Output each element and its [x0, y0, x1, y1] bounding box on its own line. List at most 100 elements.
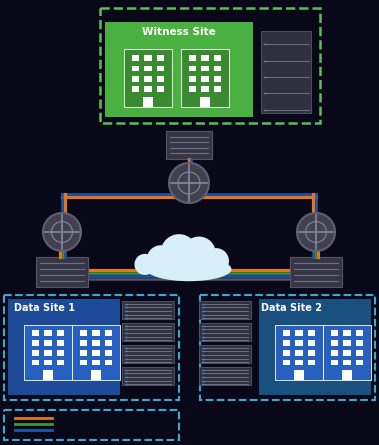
Bar [44, 331, 52, 336]
Bar [80, 360, 87, 365]
Bar [43, 370, 53, 380]
Bar [189, 55, 196, 61]
Bar [44, 350, 52, 356]
Circle shape [43, 213, 81, 251]
Bar [4, 410, 179, 440]
Bar [80, 340, 87, 346]
Bar [308, 350, 315, 356]
Bar [214, 86, 221, 92]
Bar [356, 360, 363, 365]
Circle shape [147, 245, 175, 274]
Bar [343, 331, 351, 336]
Bar [330, 350, 338, 356]
Bar [294, 370, 304, 380]
Bar [144, 76, 152, 82]
Bar [57, 360, 64, 365]
Bar [343, 360, 351, 365]
Bar [214, 55, 221, 61]
Bar [189, 86, 196, 92]
Bar [122, 301, 174, 319]
Bar [199, 367, 251, 385]
Bar [259, 299, 371, 395]
Bar [132, 86, 139, 92]
Bar [214, 65, 221, 71]
Bar [157, 65, 164, 71]
Bar [356, 340, 363, 346]
Bar [100, 8, 320, 123]
Bar [143, 97, 153, 107]
Bar [8, 299, 120, 395]
Bar [124, 49, 172, 107]
Bar [343, 340, 351, 346]
Bar [323, 324, 371, 380]
Bar [44, 340, 52, 346]
Bar [36, 257, 88, 287]
Bar [200, 295, 375, 400]
Bar [31, 360, 39, 365]
Bar [122, 345, 174, 363]
Bar [144, 65, 152, 71]
Text: Data Site 1: Data Site 1 [14, 303, 75, 313]
Bar [330, 331, 338, 336]
Bar [31, 350, 39, 356]
Bar [330, 360, 338, 365]
Bar [356, 331, 363, 336]
Bar [157, 76, 164, 82]
Bar [214, 76, 221, 82]
Bar [31, 340, 39, 346]
Bar [4, 295, 179, 400]
Bar [105, 360, 113, 365]
Bar [330, 340, 338, 346]
Bar [283, 360, 290, 365]
Bar [92, 340, 100, 346]
Bar [80, 350, 87, 356]
Bar [57, 340, 64, 346]
Bar [199, 345, 251, 363]
Bar [72, 324, 120, 380]
Bar [144, 86, 152, 92]
Bar [308, 331, 315, 336]
Bar [57, 350, 64, 356]
Bar [283, 331, 290, 336]
Bar [200, 97, 210, 107]
Text: Witness Site: Witness Site [142, 27, 216, 37]
Bar [199, 323, 251, 341]
Bar [308, 360, 315, 365]
Bar [295, 331, 302, 336]
Bar [80, 331, 87, 336]
Bar [105, 340, 113, 346]
Bar [201, 86, 208, 92]
Bar [132, 65, 139, 71]
Bar [91, 370, 101, 380]
Bar [295, 350, 302, 356]
Circle shape [182, 237, 216, 270]
Bar [144, 55, 152, 61]
Bar [283, 350, 290, 356]
Bar [342, 370, 352, 380]
Circle shape [169, 163, 209, 203]
Bar [132, 55, 139, 61]
Bar [308, 340, 315, 346]
Circle shape [161, 234, 197, 271]
Circle shape [203, 248, 229, 274]
Bar [295, 360, 302, 365]
Ellipse shape [147, 257, 232, 281]
Bar [132, 76, 139, 82]
Bar [92, 350, 100, 356]
Bar [189, 76, 196, 82]
Circle shape [297, 213, 335, 251]
Bar [283, 340, 290, 346]
Bar [92, 360, 100, 365]
Bar [275, 324, 323, 380]
Bar [295, 340, 302, 346]
Bar [201, 55, 208, 61]
Bar [199, 301, 251, 319]
Circle shape [135, 254, 155, 275]
Bar [122, 367, 174, 385]
Bar [57, 331, 64, 336]
Bar [105, 331, 113, 336]
Bar [44, 360, 52, 365]
Bar [181, 49, 229, 107]
Text: Data Site 2: Data Site 2 [261, 303, 322, 313]
Bar [201, 65, 208, 71]
